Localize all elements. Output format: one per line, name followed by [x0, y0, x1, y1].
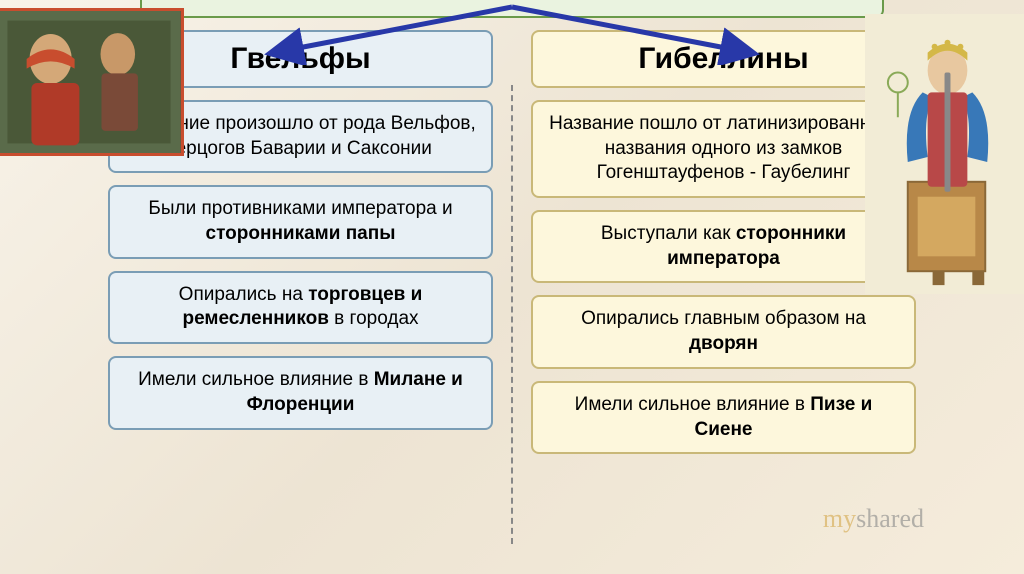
illustration-guelphs	[0, 8, 184, 156]
ghibellines-support: Опирались главным образом на дворян	[531, 295, 916, 368]
ghibellines-cities: Имели сильное влияние в Пизе и Сиене	[531, 381, 916, 454]
guelphs-cities: Имели сильное влияние в Милане и Флоренц…	[108, 356, 493, 429]
guelphs-support: Опирались на торговцев и ремесленников в…	[108, 271, 493, 344]
ghibellines-allegiance: Выступали как сторонники императора	[531, 210, 916, 283]
ghibellines-origin: Название пошло от латинизированного назв…	[531, 100, 916, 198]
split-arrows	[192, 0, 832, 65]
guelphs-allegiance: Были противниками императора и сторонник…	[108, 185, 493, 258]
watermark: myshared	[823, 504, 924, 534]
comparison-table: Гвельфы Название произошло от рода Вельф…	[90, 30, 934, 554]
illustration-ghibellines	[865, 14, 1024, 294]
